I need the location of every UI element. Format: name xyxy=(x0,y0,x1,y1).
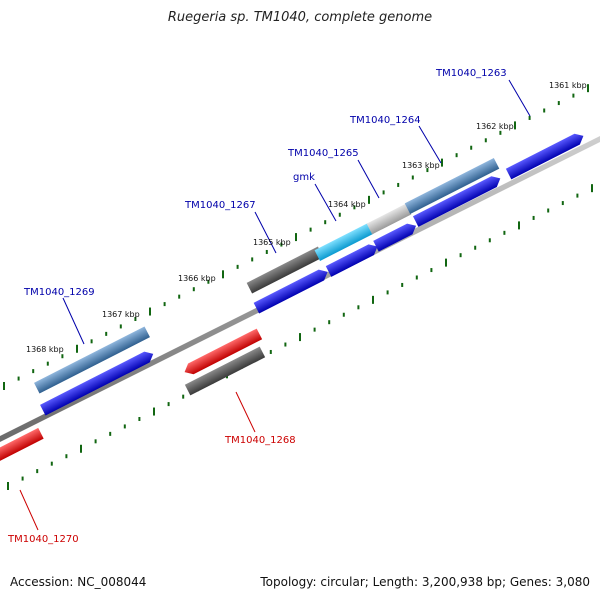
gene-features xyxy=(0,133,584,461)
gene-tm1040-1268-block xyxy=(184,346,266,396)
gene-tm1040-1264-cds xyxy=(412,176,501,227)
scale-label-1363: 1363 kbp xyxy=(402,161,440,170)
gene-tm1040-1267-cds xyxy=(253,269,328,314)
gene-tm1040-1269-cds xyxy=(40,351,154,416)
gene-label-gmk[interactable]: gmk xyxy=(293,172,315,183)
leader-tm1040-1269 xyxy=(62,297,85,345)
leader-tm1040-1264 xyxy=(418,125,442,164)
gene-label-tm1040-1267[interactable]: TM1040_1267 xyxy=(184,200,256,211)
inner-tick-track xyxy=(7,184,593,490)
gene-tm1040-1268-reverse-cds xyxy=(184,328,263,375)
gene-label-tm1040-1265[interactable]: TM1040_1265 xyxy=(287,148,359,159)
gene-tm1040-1265-block xyxy=(366,203,412,235)
scale-label-1364: 1364 kbp xyxy=(328,200,366,209)
scale-label-1367: 1367 kbp xyxy=(102,310,140,319)
gene-tm1040-1270-reverse-cds xyxy=(0,427,44,461)
outer-tick-track xyxy=(3,84,589,390)
leader-tm1040-1263 xyxy=(508,79,531,117)
leader-gmk xyxy=(314,183,337,222)
label-leader-lines xyxy=(19,79,531,531)
map-title: Ruegeria sp. TM1040, complete genome xyxy=(167,10,433,25)
gene-tm1040-1263-cds xyxy=(505,133,584,180)
gene-label-tm1040-1268[interactable]: TM1040_1268 xyxy=(224,435,296,446)
gene-tm1040-1267-block xyxy=(246,246,324,294)
leader-tm1040-1265 xyxy=(357,159,380,199)
gene-gmk-block xyxy=(314,223,374,261)
gene-tm1040-1264-block xyxy=(404,157,500,215)
gene-label-tm1040-1269[interactable]: TM1040_1269 xyxy=(23,287,95,298)
gene-label-tm1040-1264[interactable]: TM1040_1264 xyxy=(349,115,421,126)
scale-label-1365: 1365 kbp xyxy=(253,238,291,247)
gene-gmk-cds xyxy=(325,244,378,277)
genome-summary-text: Topology: circular; Length: 3,200,938 bp… xyxy=(260,575,590,589)
scale-label-1362: 1362 kbp xyxy=(476,122,514,131)
scale-label-1368: 1368 kbp xyxy=(26,345,64,354)
gene-tm1040-1265-cds xyxy=(373,223,417,252)
gene-labels: TM1040_1263 TM1040_1264 TM1040_1265 gmk … xyxy=(7,68,507,545)
accession-text: Accession: NC_008044 xyxy=(10,575,147,589)
gene-label-tm1040-1270[interactable]: TM1040_1270 xyxy=(7,534,79,545)
scale-label-1366: 1366 kbp xyxy=(178,274,216,283)
gene-tm1040-1269-block xyxy=(34,326,150,394)
leader-tm1040-1270 xyxy=(19,489,39,531)
gene-label-tm1040-1263[interactable]: TM1040_1263 xyxy=(435,68,507,79)
scale-labels: 1361 kbp 1362 kbp 1363 kbp 1364 kbp 1365… xyxy=(26,81,587,354)
leader-tm1040-1267 xyxy=(254,211,277,254)
scale-label-1361: 1361 kbp xyxy=(549,81,587,90)
leader-tm1040-1268 xyxy=(235,391,256,433)
